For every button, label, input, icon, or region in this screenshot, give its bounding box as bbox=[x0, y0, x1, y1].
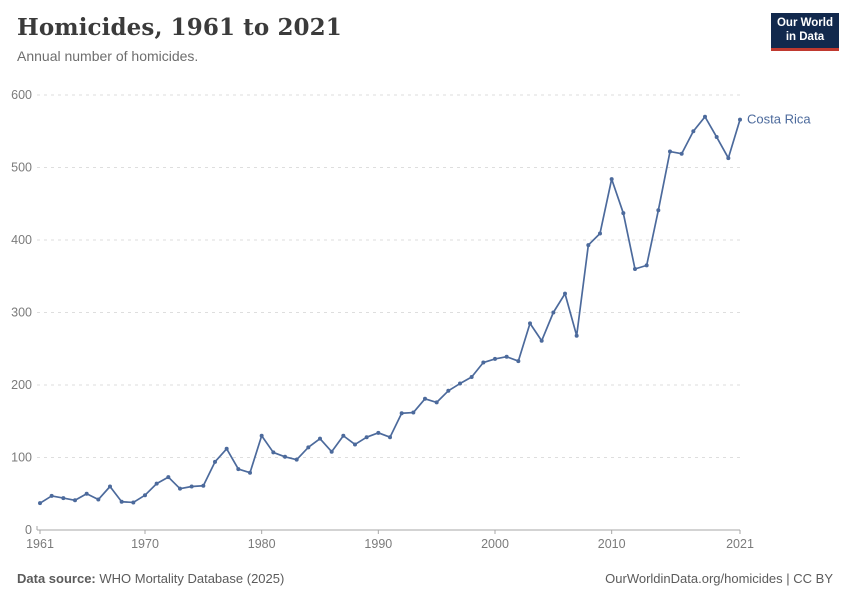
data-point-1995[interactable] bbox=[434, 400, 439, 405]
data-point-1968[interactable] bbox=[119, 499, 124, 504]
data-point-1993[interactable] bbox=[411, 410, 416, 415]
data-point-1990[interactable] bbox=[376, 430, 381, 435]
data-point-2003[interactable] bbox=[528, 321, 532, 326]
data-point-1985[interactable] bbox=[318, 436, 322, 441]
data-point-1963[interactable] bbox=[61, 496, 66, 501]
data-point-2015[interactable] bbox=[668, 149, 672, 154]
chart-title: Homicides, 1961 to 2021 bbox=[17, 14, 342, 41]
data-point-1994[interactable] bbox=[423, 396, 427, 401]
data-point-2005[interactable] bbox=[551, 310, 556, 315]
data-point-1979[interactable] bbox=[248, 470, 252, 475]
data-point-2019[interactable] bbox=[714, 135, 719, 140]
data-point-2004[interactable] bbox=[539, 338, 544, 343]
data-point-1967[interactable] bbox=[108, 484, 112, 489]
owid-logo-line1: Our World bbox=[776, 16, 833, 29]
y-axis-label-300: 300 bbox=[11, 306, 32, 320]
data-point-1992[interactable] bbox=[399, 411, 404, 416]
data-point-1980[interactable] bbox=[259, 433, 264, 438]
data-point-1974[interactable] bbox=[189, 484, 194, 489]
chart-subtitle: Annual number of homicides. bbox=[17, 48, 199, 64]
y-axis-label-0: 0 bbox=[25, 523, 32, 537]
data-point-1991[interactable] bbox=[388, 435, 392, 440]
chart-footer: Data source: WHO Mortality Database (202… bbox=[17, 571, 833, 586]
x-axis-label-2021: 2021 bbox=[726, 537, 754, 551]
y-axis-label-100: 100 bbox=[11, 451, 32, 465]
data-point-2007[interactable] bbox=[574, 333, 579, 338]
data-point-2000[interactable] bbox=[493, 356, 497, 361]
data-source-note: Data source: WHO Mortality Database (202… bbox=[17, 571, 284, 586]
data-point-2014[interactable] bbox=[656, 208, 661, 213]
data-point-2012[interactable] bbox=[633, 267, 637, 271]
data-point-1975[interactable] bbox=[201, 483, 206, 488]
x-axis-label-2000: 2000 bbox=[481, 537, 509, 551]
y-axis-label-400: 400 bbox=[11, 233, 32, 247]
x-axis-label-1990: 1990 bbox=[364, 537, 392, 551]
attribution-link[interactable]: OurWorldinData.org/homicides | CC BY bbox=[605, 571, 833, 586]
data-point-2016[interactable] bbox=[679, 151, 684, 156]
data-point-2013[interactable] bbox=[644, 263, 649, 268]
data-point-1986[interactable] bbox=[329, 449, 334, 454]
data-point-1976[interactable] bbox=[213, 459, 217, 464]
data-point-1962[interactable] bbox=[49, 493, 54, 498]
x-axis-label-1980: 1980 bbox=[248, 537, 276, 551]
owid-logo-line2: in Data bbox=[785, 30, 825, 43]
data-point-1984[interactable] bbox=[306, 445, 311, 450]
owid-logo[interactable]: Our World in Data bbox=[771, 13, 839, 51]
data-point-2002[interactable] bbox=[516, 359, 521, 364]
data-point-2017[interactable] bbox=[691, 129, 696, 134]
chart-header: Homicides, 1961 to 2021 Annual number of… bbox=[17, 14, 760, 64]
x-axis-label-2010: 2010 bbox=[598, 537, 626, 551]
data-point-2011[interactable] bbox=[621, 211, 626, 216]
data-point-1971[interactable] bbox=[154, 481, 159, 486]
data-point-2008[interactable] bbox=[586, 243, 591, 248]
line-series-costa-rica[interactable] bbox=[39, 115, 741, 504]
y-axis-label-200: 200 bbox=[11, 378, 32, 392]
y-axis-label-500: 500 bbox=[11, 161, 32, 175]
x-axis-label-1970: 1970 bbox=[131, 537, 159, 551]
data-point-1987[interactable] bbox=[341, 433, 346, 438]
data-point-2001[interactable] bbox=[504, 354, 509, 359]
series-end-label[interactable]: Costa Rica bbox=[747, 112, 811, 127]
data-point-2006[interactable] bbox=[563, 291, 567, 296]
data-point-1964[interactable] bbox=[73, 498, 77, 503]
data-point-1973[interactable] bbox=[178, 486, 182, 491]
data-point-2009[interactable] bbox=[598, 231, 602, 236]
data-point-1997[interactable] bbox=[458, 381, 462, 386]
y-axis-label-600: 600 bbox=[11, 88, 32, 102]
data-point-1982[interactable] bbox=[283, 454, 287, 459]
data-point-2020[interactable] bbox=[726, 156, 731, 161]
x-axis-label-1961: 1961 bbox=[26, 537, 54, 551]
data-point-1966[interactable] bbox=[96, 497, 101, 502]
data-point-1983[interactable] bbox=[294, 457, 299, 462]
data-point-1978[interactable] bbox=[236, 467, 241, 472]
data-point-1969[interactable] bbox=[131, 500, 136, 505]
data-point-1972[interactable] bbox=[166, 475, 171, 480]
homicides-line-chart: 0 100 200 300 400 500 600 1961 1970 1980 1990 2000 2… bbox=[11, 88, 811, 551]
data-point-2010[interactable] bbox=[609, 177, 614, 182]
data-point-2018[interactable] bbox=[703, 114, 707, 119]
data-point-1989[interactable] bbox=[364, 435, 369, 440]
data-point-1996[interactable] bbox=[446, 388, 451, 393]
data-source-label: Data source: bbox=[17, 571, 96, 586]
data-point-1965[interactable] bbox=[84, 491, 89, 496]
data-point-1977[interactable] bbox=[224, 446, 229, 451]
data-point-1998[interactable] bbox=[469, 375, 474, 380]
data-point-1970[interactable] bbox=[143, 493, 147, 498]
data-source-text: WHO Mortality Database (2025) bbox=[95, 571, 285, 586]
data-point-2021[interactable] bbox=[738, 117, 742, 122]
data-point-1999[interactable] bbox=[481, 360, 486, 365]
data-point-1981[interactable] bbox=[271, 450, 276, 455]
data-point-1961[interactable] bbox=[38, 501, 42, 506]
data-point-1988[interactable] bbox=[353, 442, 357, 447]
